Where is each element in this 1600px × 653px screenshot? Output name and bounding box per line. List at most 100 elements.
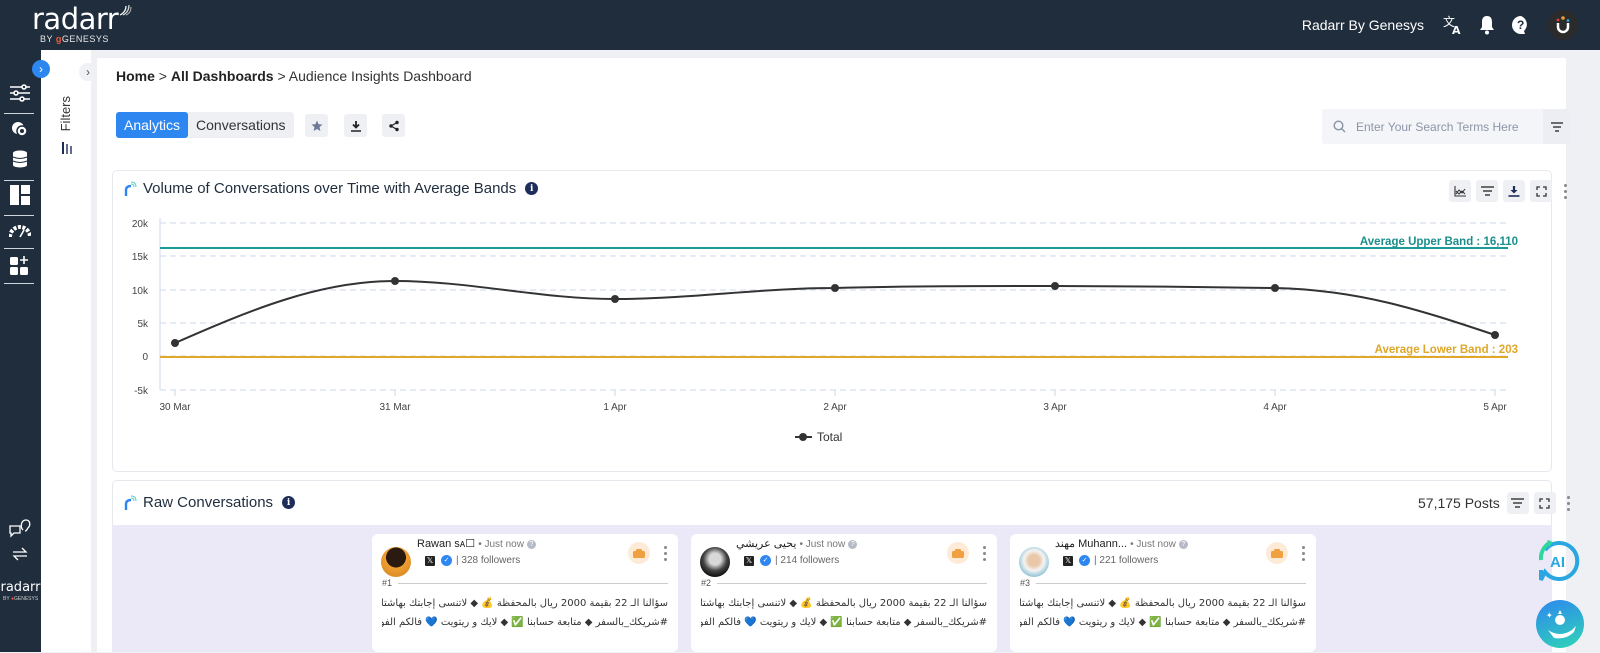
legend-total: Total [817, 430, 842, 444]
share-button[interactable] [382, 114, 405, 137]
post-rank: #3 [1020, 578, 1031, 588]
database-icon[interactable] [6, 146, 34, 172]
sentiment-badge-icon[interactable] [628, 542, 650, 564]
chart-more-menu-icon[interactable] [1558, 180, 1572, 202]
chart-fullscreen-button[interactable] [1530, 180, 1552, 202]
radarr-logo[interactable]: radarr BY gGENESYS [32, 4, 132, 44]
svg-text:5k: 5k [137, 319, 149, 330]
breadcrumb-current: Audience Insights Dashboard [288, 68, 472, 84]
tab-conversations[interactable]: Conversations [196, 117, 286, 133]
settings-sliders-icon[interactable] [6, 80, 34, 106]
download-icon [1508, 186, 1520, 197]
svg-text:30 Mar: 30 Mar [159, 402, 191, 413]
switch-icon[interactable] [6, 541, 34, 567]
author-avatar[interactable] [700, 547, 730, 577]
author-avatar[interactable] [381, 547, 411, 577]
svg-text:4 Apr: 4 Apr [1263, 402, 1287, 413]
total-series-points [171, 277, 1499, 347]
genie-assistant-button[interactable]: ✦ [1536, 600, 1584, 648]
verified-icon: ✓ [441, 555, 452, 566]
star-icon [311, 120, 322, 131]
listening-icon[interactable] [6, 515, 34, 541]
org-name[interactable]: Radarr By Genesys [1301, 17, 1424, 33]
download-dashboard-button[interactable] [344, 114, 367, 137]
rail-divider [4, 283, 34, 284]
tab-analytics[interactable]: Analytics [116, 112, 189, 138]
filter-lines-icon [1511, 498, 1525, 508]
raw-conversations-title: Raw Conversations [143, 494, 274, 511]
raw-more-menu-icon[interactable] [1562, 492, 1576, 514]
bell-icon[interactable] [1470, 8, 1504, 42]
help-icon[interactable]: ? [1178, 539, 1188, 549]
chart-type-button[interactable] [1449, 180, 1471, 202]
y-axis-labels: 20k 15k 10k 5k 0 -5k [132, 219, 149, 397]
help-icon[interactable]: ? [1504, 8, 1538, 42]
post-more-menu-icon[interactable] [977, 542, 991, 564]
x-platform-icon: 𝕏 [425, 555, 435, 566]
raw-card-title: Raw Conversations i [123, 494, 296, 511]
chart-card-title: Volume of Conversations over Time with A… [123, 180, 539, 197]
page-scrollbar[interactable] [1585, 58, 1600, 652]
post-card[interactable]: يحيى عريشي • Just now ? 𝕏 ✓ | 214 follower… [691, 534, 997, 652]
radarr-widget-icon [124, 495, 137, 510]
gauge-icon[interactable] [6, 218, 34, 244]
info-icon[interactable]: i [282, 496, 296, 509]
chart-download-button[interactable] [1503, 180, 1525, 202]
followers-count: | 328 followers [456, 555, 521, 566]
expand-icon [1535, 185, 1547, 197]
info-icon[interactable]: i [525, 182, 539, 195]
chart-legend: Total [795, 430, 842, 444]
breadcrumb: Home > All Dashboards > Audience Insight… [116, 68, 472, 84]
svg-text:文: 文 [1443, 14, 1455, 29]
view-tabs: Analytics Conversations [116, 112, 294, 138]
search-filter-button[interactable] [1543, 109, 1571, 144]
topics-icon[interactable] [6, 116, 34, 142]
expand-icon [1539, 497, 1550, 509]
filters-bars-icon[interactable] [61, 141, 73, 155]
help-icon[interactable]: ? [527, 539, 536, 549]
svg-text:10k: 10k [132, 286, 149, 297]
chart-filter-button[interactable] [1476, 180, 1498, 202]
share-icon [388, 120, 399, 131]
raw-toolbar: 57,175 Posts [1418, 492, 1576, 514]
raw-fullscreen-button[interactable] [1533, 492, 1556, 514]
post-text: سؤالنا الـ 22 بقيمة 2000 ريال بالمحفظة 💰… [1020, 598, 1306, 628]
author-name[interactable]: Rawan sᴀ☐ [417, 538, 476, 550]
svg-text:✦: ✦ [1546, 611, 1553, 620]
x-axis-labels: 30 Mar 31 Mar 1 Apr 2 Apr 3 Apr 4 Apr 5 … [159, 402, 1507, 413]
expand-sidebar-button[interactable]: › [32, 60, 50, 78]
breadcrumb-home[interactable]: Home [116, 68, 155, 84]
raw-filter-button[interactable] [1506, 492, 1529, 514]
favorite-button[interactable] [305, 114, 328, 137]
help-icon[interactable]: ? [848, 539, 858, 549]
dashboards-icon[interactable] [6, 182, 34, 208]
post-rank: #2 [701, 578, 712, 588]
post-more-menu-icon[interactable] [1296, 542, 1310, 564]
post-more-menu-icon[interactable] [658, 542, 672, 564]
post-card[interactable]: Rawan sᴀ☐ • Just now ? 𝕏 ✓ | 328 followers… [372, 534, 678, 652]
chart-toolbar [1444, 180, 1572, 202]
author-name[interactable]: يحيى عريشي [736, 538, 797, 550]
bottom-radarr-logo: radarr [0, 580, 41, 595]
radar-waves-icon [119, 4, 132, 16]
author-avatar[interactable] [1019, 547, 1049, 577]
post-text: سؤالنا الـ 22 بقيمة 2000 ريال بالمحفظة 💰… [701, 598, 987, 628]
breadcrumb-all-dashboards[interactable]: All Dashboards [170, 68, 274, 84]
post-card[interactable]: مهند Muhann... • Just now ? 𝕏 ✓ | 221 foll… [1010, 534, 1316, 652]
search-input[interactable] [1356, 119, 1543, 134]
post-time: • Just now [478, 539, 524, 550]
sentiment-badge-icon[interactable] [947, 542, 969, 564]
add-widget-icon[interactable] [6, 252, 34, 278]
upper-band-label: Average Upper Band : 16,110 [1360, 236, 1518, 248]
author-name[interactable]: مهند Muhann... [1055, 538, 1128, 550]
svg-text:A: A [1452, 24, 1461, 36]
user-avatar[interactable] [1548, 10, 1578, 40]
ai-assistant-button[interactable]: AI [1535, 536, 1583, 584]
svg-text:5 Apr: 5 Apr [1483, 402, 1507, 413]
svg-text:-5k: -5k [134, 386, 149, 397]
left-nav-rail: radarr BY ●GENESYS [0, 50, 41, 652]
filters-panel [41, 50, 91, 652]
rail-divider [4, 113, 34, 114]
sentiment-badge-icon[interactable] [1266, 542, 1288, 564]
